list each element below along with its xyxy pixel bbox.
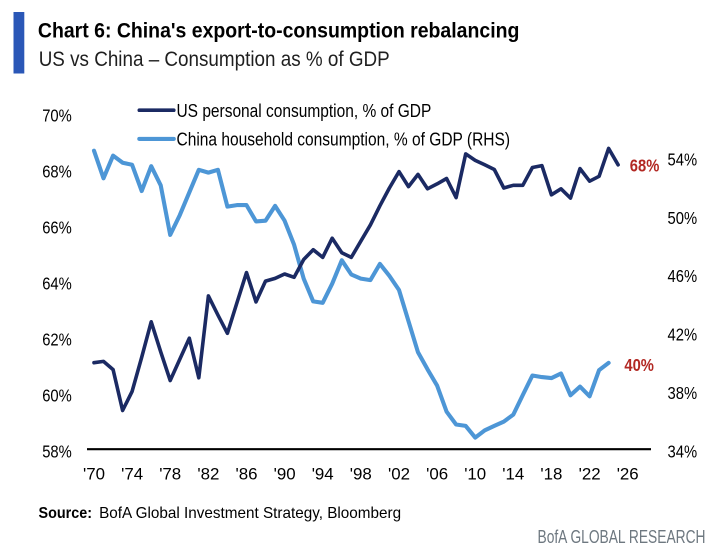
svg-text:34%: 34% bbox=[668, 441, 698, 461]
svg-text:46%: 46% bbox=[668, 266, 698, 286]
svg-text:China household consumption, %: China household consumption, % of GDP (R… bbox=[177, 129, 511, 149]
svg-text:54%: 54% bbox=[668, 149, 698, 169]
svg-text:'82: '82 bbox=[197, 464, 219, 483]
svg-text:66%: 66% bbox=[42, 218, 72, 238]
svg-text:68%: 68% bbox=[630, 155, 660, 175]
svg-text:'74: '74 bbox=[121, 464, 143, 483]
svg-text:'18: '18 bbox=[540, 464, 562, 483]
svg-text:'02: '02 bbox=[388, 464, 410, 483]
svg-text:64%: 64% bbox=[42, 274, 72, 294]
svg-text:Chart 6: China's export-to-con: Chart 6: China's export-to-consumption r… bbox=[38, 19, 520, 43]
svg-text:58%: 58% bbox=[42, 441, 72, 461]
svg-text:62%: 62% bbox=[42, 329, 72, 349]
svg-text:'14: '14 bbox=[502, 464, 524, 483]
svg-text:38%: 38% bbox=[668, 383, 698, 403]
svg-text:'90: '90 bbox=[274, 464, 296, 483]
svg-text:'98: '98 bbox=[350, 464, 372, 483]
svg-text:70%: 70% bbox=[42, 106, 72, 126]
svg-text:42%: 42% bbox=[668, 325, 698, 345]
svg-text:'22: '22 bbox=[579, 464, 601, 483]
svg-text:'94: '94 bbox=[312, 464, 334, 483]
svg-text:'78: '78 bbox=[159, 464, 181, 483]
svg-text:'70: '70 bbox=[83, 464, 105, 483]
svg-text:60%: 60% bbox=[42, 385, 72, 405]
svg-text:'10: '10 bbox=[464, 464, 486, 483]
svg-text:BofA GLOBAL RESEARCH: BofA GLOBAL RESEARCH bbox=[538, 526, 706, 547]
svg-text:40%: 40% bbox=[624, 355, 654, 375]
svg-text:US personal consumption, % of: US personal consumption, % of GDP bbox=[177, 101, 432, 121]
svg-text:68%: 68% bbox=[42, 162, 72, 182]
svg-text:'06: '06 bbox=[426, 464, 448, 483]
svg-text:US vs China – Consumption as %: US vs China – Consumption as % of GDP bbox=[39, 47, 390, 71]
svg-text:'26: '26 bbox=[617, 464, 639, 483]
svg-text:50%: 50% bbox=[668, 208, 698, 228]
svg-text:'86: '86 bbox=[236, 464, 258, 483]
svg-text:BofA Global Investment Strateg: BofA Global Investment Strategy, Bloombe… bbox=[99, 505, 401, 522]
svg-text:Source:: Source: bbox=[39, 505, 93, 522]
